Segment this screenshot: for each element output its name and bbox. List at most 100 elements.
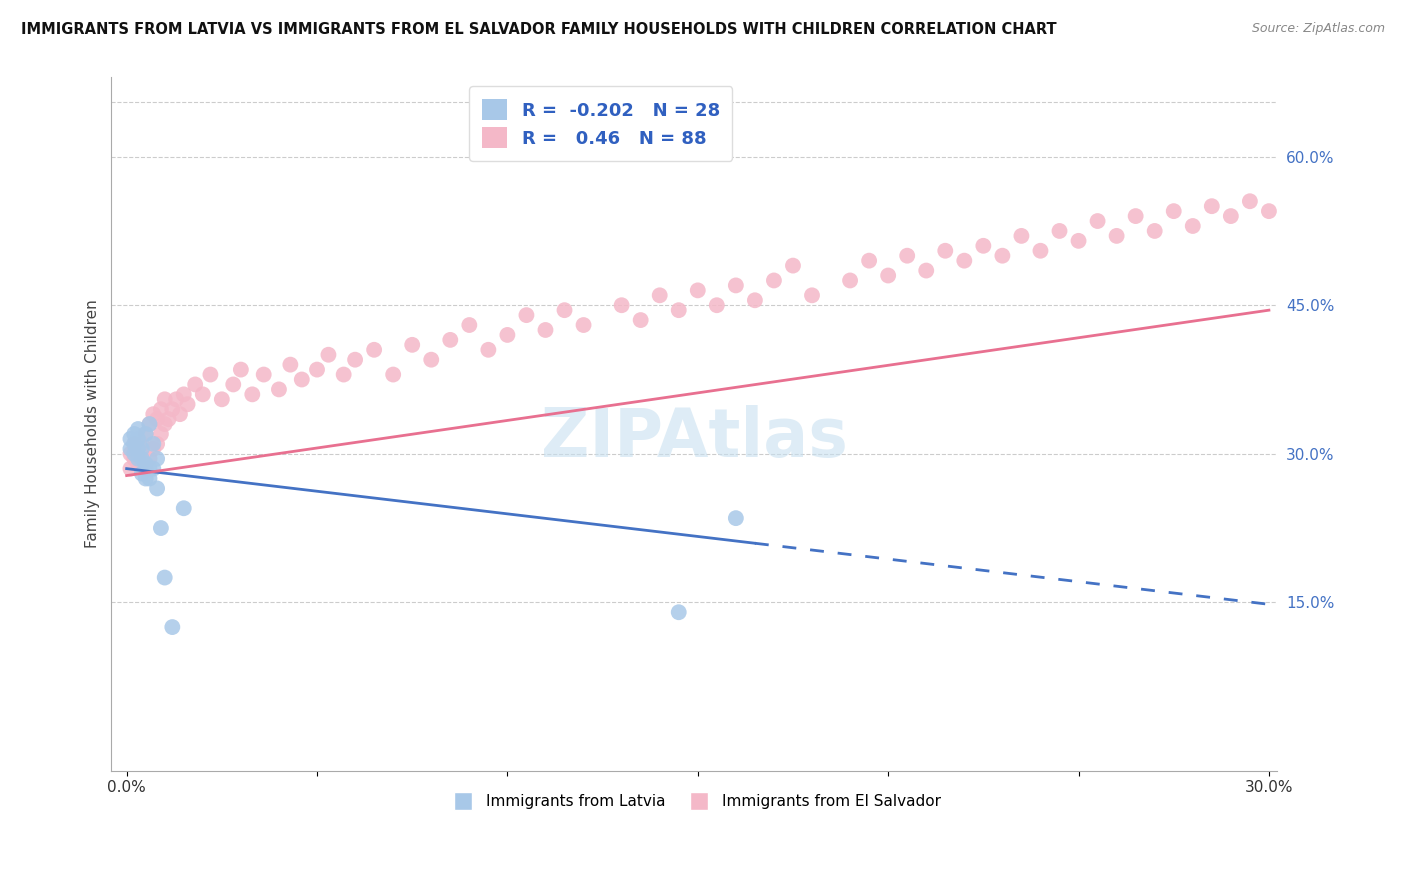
Point	[146, 451, 169, 466]
Legend: Immigrants from Latvia, Immigrants from El Salvador: Immigrants from Latvia, Immigrants from …	[441, 788, 946, 815]
Point	[176, 397, 198, 411]
Point	[648, 288, 671, 302]
Point	[146, 482, 169, 496]
Point	[222, 377, 245, 392]
Point	[122, 451, 145, 466]
Point	[839, 273, 862, 287]
Point	[138, 451, 160, 466]
Point	[122, 437, 145, 451]
Point	[138, 417, 160, 431]
Point	[972, 239, 994, 253]
Point	[1029, 244, 1052, 258]
Point	[142, 461, 165, 475]
Point	[1067, 234, 1090, 248]
Point	[149, 402, 172, 417]
Point	[915, 263, 938, 277]
Point	[120, 442, 142, 456]
Point	[131, 467, 153, 481]
Point	[138, 417, 160, 431]
Point	[122, 427, 145, 442]
Point	[127, 442, 149, 456]
Point	[146, 437, 169, 451]
Point	[191, 387, 214, 401]
Point	[1239, 194, 1261, 209]
Point	[991, 249, 1014, 263]
Point	[706, 298, 728, 312]
Point	[291, 372, 314, 386]
Point	[344, 352, 367, 367]
Point	[146, 412, 169, 426]
Point	[138, 461, 160, 475]
Point	[782, 259, 804, 273]
Point	[363, 343, 385, 357]
Point	[1219, 209, 1241, 223]
Point	[724, 511, 747, 525]
Point	[135, 427, 157, 442]
Point	[131, 442, 153, 456]
Point	[877, 268, 900, 283]
Point	[458, 318, 481, 332]
Point	[138, 471, 160, 485]
Point	[153, 392, 176, 407]
Point	[149, 521, 172, 535]
Point	[153, 570, 176, 584]
Y-axis label: Family Households with Children: Family Households with Children	[86, 300, 100, 549]
Point	[477, 343, 499, 357]
Point	[610, 298, 633, 312]
Point	[1258, 204, 1281, 219]
Point	[1181, 219, 1204, 233]
Point	[120, 447, 142, 461]
Point	[401, 338, 423, 352]
Point	[280, 358, 302, 372]
Point	[211, 392, 233, 407]
Point	[162, 402, 184, 417]
Point	[127, 442, 149, 456]
Point	[1163, 204, 1185, 219]
Point	[127, 451, 149, 466]
Point	[162, 620, 184, 634]
Point	[127, 432, 149, 446]
Point	[1105, 228, 1128, 243]
Point	[184, 377, 207, 392]
Point	[630, 313, 652, 327]
Point	[439, 333, 461, 347]
Point	[200, 368, 222, 382]
Point	[135, 471, 157, 485]
Point	[572, 318, 595, 332]
Point	[142, 407, 165, 421]
Point	[762, 273, 785, 287]
Point	[142, 437, 165, 451]
Point	[122, 447, 145, 461]
Point	[240, 387, 263, 401]
Point	[120, 461, 142, 475]
Point	[127, 457, 149, 471]
Point	[744, 293, 766, 308]
Point	[496, 327, 519, 342]
Point	[165, 392, 187, 407]
Point	[724, 278, 747, 293]
Point	[318, 348, 340, 362]
Point	[142, 442, 165, 456]
Point	[122, 437, 145, 451]
Point	[1201, 199, 1223, 213]
Point	[169, 407, 191, 421]
Point	[1087, 214, 1109, 228]
Point	[515, 308, 537, 322]
Point	[173, 387, 195, 401]
Text: ZIPAtlas: ZIPAtlas	[540, 405, 848, 471]
Point	[253, 368, 276, 382]
Point	[420, 352, 443, 367]
Point	[686, 284, 709, 298]
Point	[534, 323, 557, 337]
Point	[953, 253, 976, 268]
Point	[1277, 184, 1299, 198]
Point	[858, 253, 880, 268]
Text: IMMIGRANTS FROM LATVIA VS IMMIGRANTS FROM EL SALVADOR FAMILY HOUSEHOLDS WITH CHI: IMMIGRANTS FROM LATVIA VS IMMIGRANTS FRO…	[21, 22, 1057, 37]
Point	[135, 457, 157, 471]
Point	[668, 303, 690, 318]
Point	[1143, 224, 1166, 238]
Point	[131, 451, 153, 466]
Point	[135, 427, 157, 442]
Point	[267, 383, 290, 397]
Text: Source: ZipAtlas.com: Source: ZipAtlas.com	[1251, 22, 1385, 36]
